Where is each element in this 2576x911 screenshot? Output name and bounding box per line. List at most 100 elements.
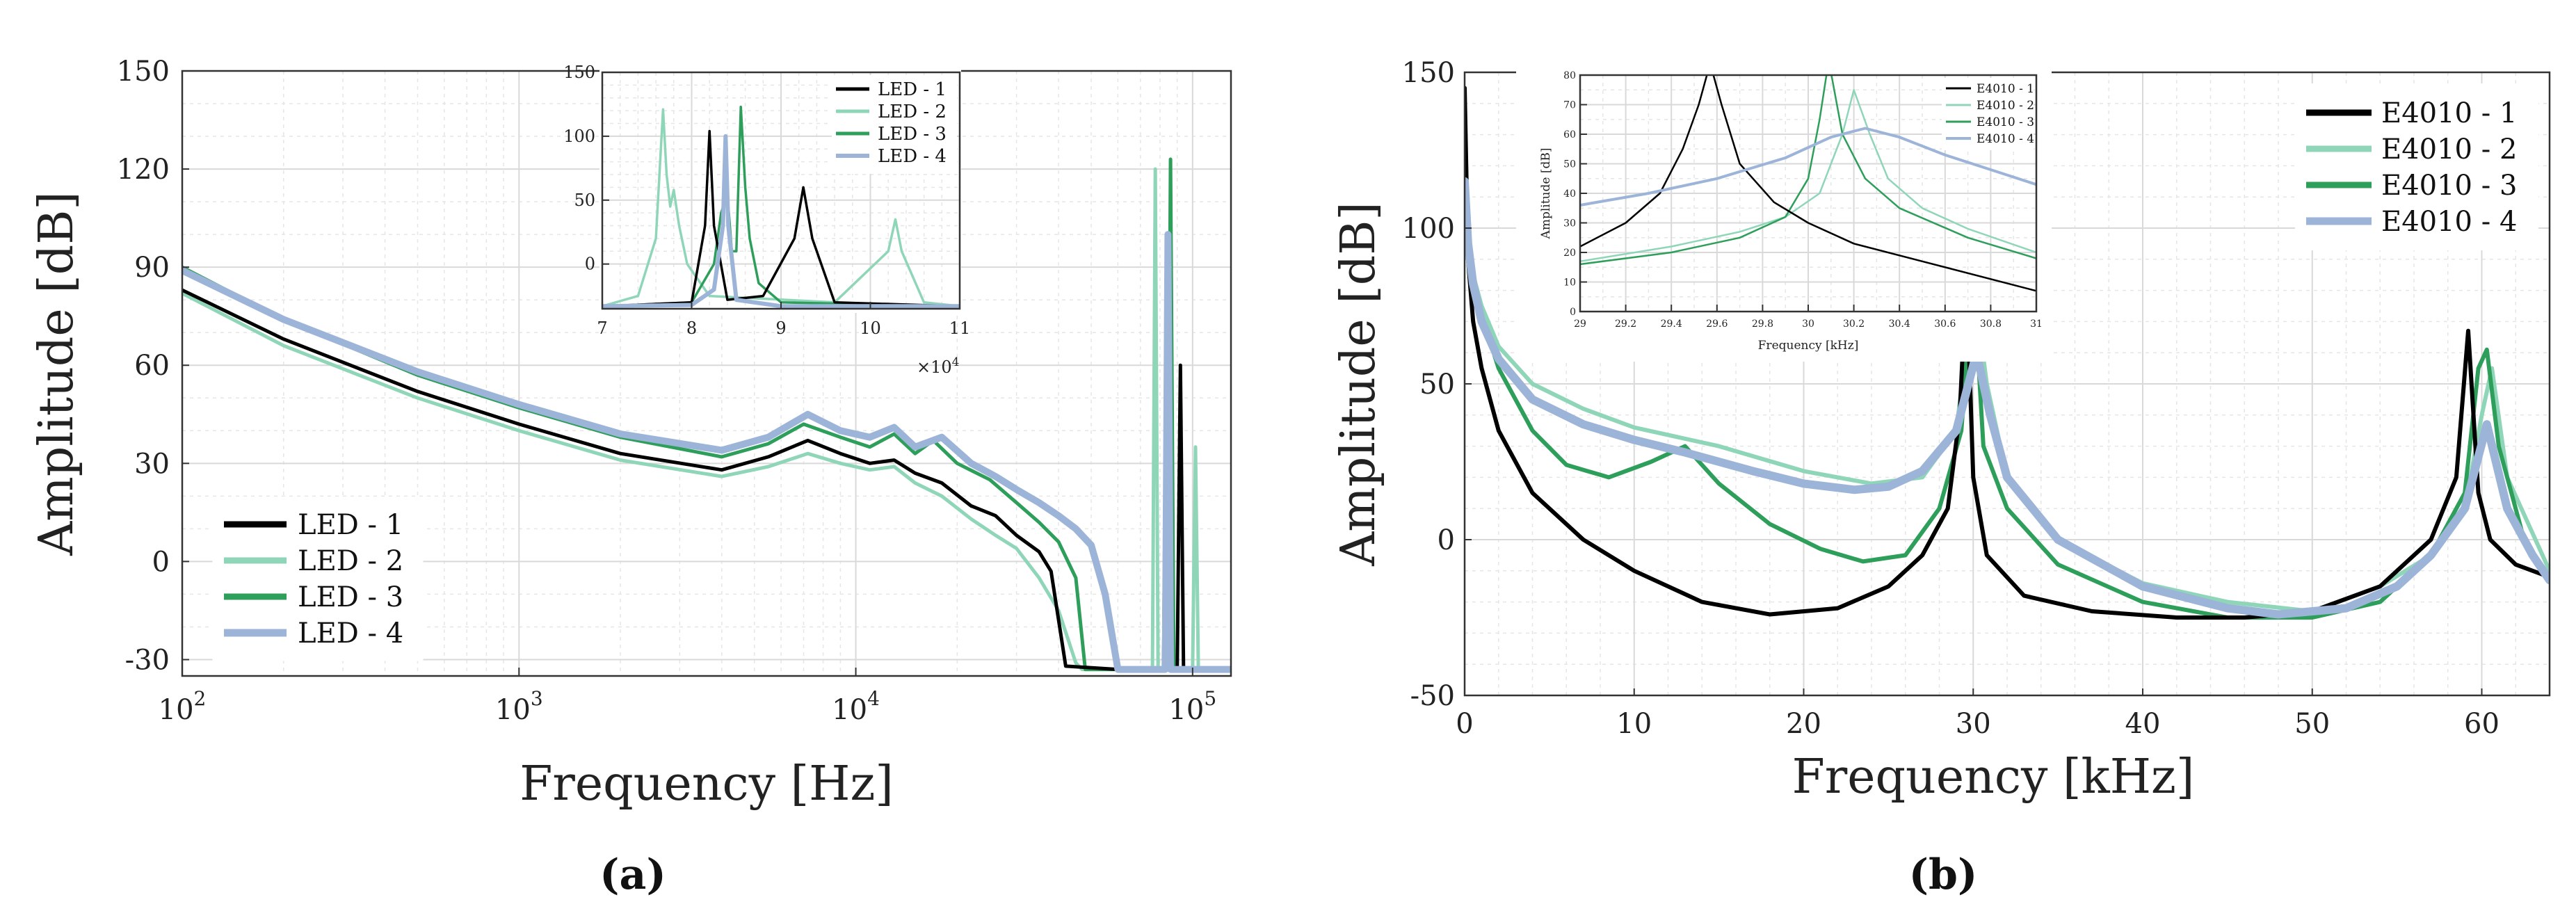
panel-b-inset-ytick-label: 20 [1563, 248, 1576, 259]
panel-a-legend-label-4: LED - 4 [298, 618, 403, 650]
panel-a-ytick-label: 90 [134, 252, 170, 284]
panel-b-inset: 0 10 20 30 40 50 60 70 80 29 29.2 29.4 29.6 29.8 30 30… [1516, 70, 2052, 362]
panel-a-inset-ytick-label: 100 [563, 127, 595, 146]
panel-a-inset-legend-label-1: LED - 1 [878, 79, 947, 100]
panel-b-inset-xtick-label: 29.6 [1706, 319, 1728, 330]
panel-a-inset-series-3-line [602, 105, 960, 308]
panel-a-inset-xtick-label: 9 [775, 319, 786, 338]
panel-a-legend-label-2: LED - 2 [298, 545, 403, 577]
panel-a-ytick-label: -30 [125, 644, 170, 676]
panel-a-x-axis-label: Frequency [Hz] [520, 757, 894, 812]
panel-b-xtick-label: 10 [1616, 708, 1652, 740]
panel-b-inset-xtick-label: 30 [1802, 319, 1814, 330]
panel-a-inset-legend-label-2: LED - 2 [878, 102, 947, 122]
panel-a-y-ticks: -30 0 30 60 90 120 150 [117, 56, 189, 676]
panel-b-xtick-label: 40 [2125, 708, 2161, 740]
panel-a-inset-x-multiplier-exp: 4 [952, 355, 960, 369]
panel-b-y-axis-label: Amplitude [dB] [1331, 202, 1386, 567]
panel-b-inset-legend-label-2: E4010 - 2 [1977, 99, 2034, 113]
panel-b-inset-xtick-label: 30.6 [1934, 319, 1956, 330]
panel-b-x-ticks: 0 10 20 30 40 50 60 [1456, 688, 2499, 740]
panel-b-inset-y-axis-label: Amplitude [dB] [1539, 148, 1553, 240]
panel-b-inset-series [1580, 75, 2036, 292]
panel-a-inset: 0 50 100 150 7 8 9 10 11 ×104 LED - 1 LED - 2 L… [563, 63, 970, 377]
panel-a-caption: (a) [599, 850, 666, 899]
panel-a-legend-label-1: LED - 1 [298, 509, 403, 541]
panel-a-inset-xtick-label: 8 [686, 319, 697, 338]
panel-b-ytick-label: 100 [1402, 213, 1455, 245]
panel-a-series-4-line [182, 231, 1231, 673]
panel-b-inset-legend: E4010 - 1 E4010 - 2 E4010 - 3 E4010 - 4 [1942, 78, 2034, 150]
panel-b-inset-x-ticks: 29 29.2 29.4 29.6 29.8 30 30.2 30.4 30.6 30.8 31 [1574, 305, 2043, 330]
panel-a-inset-xtick-label: 11 [949, 319, 971, 338]
panel-b-inset-ytick-label: 80 [1563, 70, 1576, 81]
panel-b-legend-label-2: E4010 - 2 [2381, 134, 2517, 166]
panel-b-legend-label-1: E4010 - 1 [2381, 97, 2517, 129]
panel-b-ytick-label: 150 [1402, 57, 1455, 89]
panel-a-xtick-label: 104 [832, 687, 880, 726]
panel-b-xtick-label: 50 [2294, 708, 2330, 740]
panel-a-inset-lines [602, 105, 960, 309]
panel-b-inset-series-1-line [1580, 75, 2036, 292]
panel-b-inset-xtick-label: 30.4 [1889, 319, 1910, 330]
panel-a-inset-series-2-line [602, 108, 960, 308]
panel-a-inset-x-multiplier: ×104 [917, 355, 959, 377]
panel-b-xtick-label: 60 [2464, 708, 2499, 740]
panel-b-inset-xtick-label: 29.4 [1661, 319, 1682, 330]
panel-b-inset-series-3-line [1580, 75, 2036, 266]
panel-a-inset-xtick-label: 10 [860, 319, 881, 338]
panel-a-inset-xtick-label: 7 [597, 319, 607, 338]
panel-b-legend: E4010 - 1 E4010 - 2 E4010 - 3 E4010 - 4 [2295, 83, 2538, 250]
panel-b-y-ticks: -50 0 50 100 150 [1402, 57, 1472, 712]
panel-b-caption: (b) [1909, 850, 1978, 899]
panel-b-legend-label-3: E4010 - 3 [2381, 170, 2517, 202]
panel-b-series-3-line [1465, 148, 2550, 620]
panel-a-xtick-label: 105 [1168, 687, 1216, 726]
panel-b-ytick-label: 50 [1419, 369, 1455, 401]
panel-b-x-axis-label: Frequency [kHz] [1792, 750, 2195, 805]
panel-b-inset-xtick-label: 29 [1574, 319, 1586, 330]
panel-b-inset-legend-label-4: E4010 - 4 [1977, 132, 2034, 146]
panel-b-inset-x-axis-label: Frequency [kHz] [1758, 339, 1859, 353]
panel-a-inset-series [602, 105, 960, 309]
panel-a-inset-y-ticks: 0 50 100 150 [563, 63, 609, 274]
panel-a-inset-x-ticks: 7 8 9 10 11 [597, 302, 970, 338]
panel-a-inset-ytick-label: 150 [563, 63, 595, 82]
panel-b-inset-ytick-label: 0 [1570, 307, 1576, 318]
panel-a-ytick-label: 120 [117, 154, 170, 186]
panel-b-inset-xtick-label: 29.8 [1752, 319, 1773, 330]
panel-a-legend: LED - 1 LED - 2 LED - 3 LED - 4 [212, 499, 424, 661]
panel-a-ytick-label: 0 [152, 546, 170, 578]
panel-b-inset-ytick-label: 60 [1563, 129, 1576, 140]
panel-a-inset-ytick-label: 50 [574, 191, 595, 210]
panel-b-xtick-label: 20 [1786, 708, 1821, 740]
panel-b-xtick-label: 0 [1456, 708, 1473, 740]
panel-a-x-ticks: 102 103 104 105 [159, 668, 1216, 726]
panel-a-inset-legend-label-4: LED - 4 [878, 146, 947, 167]
panel-b-xtick-label: 30 [1956, 708, 1991, 740]
panel-a-inset-legend-label-3: LED - 3 [878, 124, 947, 145]
panel-a-inset-x-multiplier-base: ×10 [917, 357, 952, 377]
panel-b-inset-ytick-label: 40 [1563, 188, 1576, 200]
panel-b-ytick-label: -50 [1410, 680, 1455, 712]
panel-b-inset-lines [1580, 75, 2036, 292]
panel-a-legend-label-3: LED - 3 [298, 581, 403, 613]
panel-a-xtick-label: 103 [495, 687, 543, 726]
panel-b-inset-series-4-line [1580, 127, 2036, 207]
panel-b-series-4-line [1465, 177, 2550, 619]
panel-b-inset-ytick-label: 10 [1563, 277, 1576, 289]
panel-b-inset-legend-label-3: E4010 - 3 [1977, 115, 2034, 129]
panel-a-xtick-label: 102 [159, 687, 207, 726]
panel-b-legend-label-4: E4010 - 4 [2381, 206, 2517, 238]
panel-a-lines [182, 157, 1231, 673]
panel-a-inset-ytick-label: 0 [585, 255, 595, 274]
panel-a-series [182, 157, 1231, 673]
panel-b-inset-y-ticks: 0 10 20 30 40 50 60 70 80 [1563, 70, 1587, 318]
panel-b-inset-xtick-label: 29.2 [1615, 319, 1636, 330]
panel-b-inset-ytick-label: 30 [1563, 218, 1576, 229]
panel-a-ytick-label: 150 [117, 56, 170, 88]
